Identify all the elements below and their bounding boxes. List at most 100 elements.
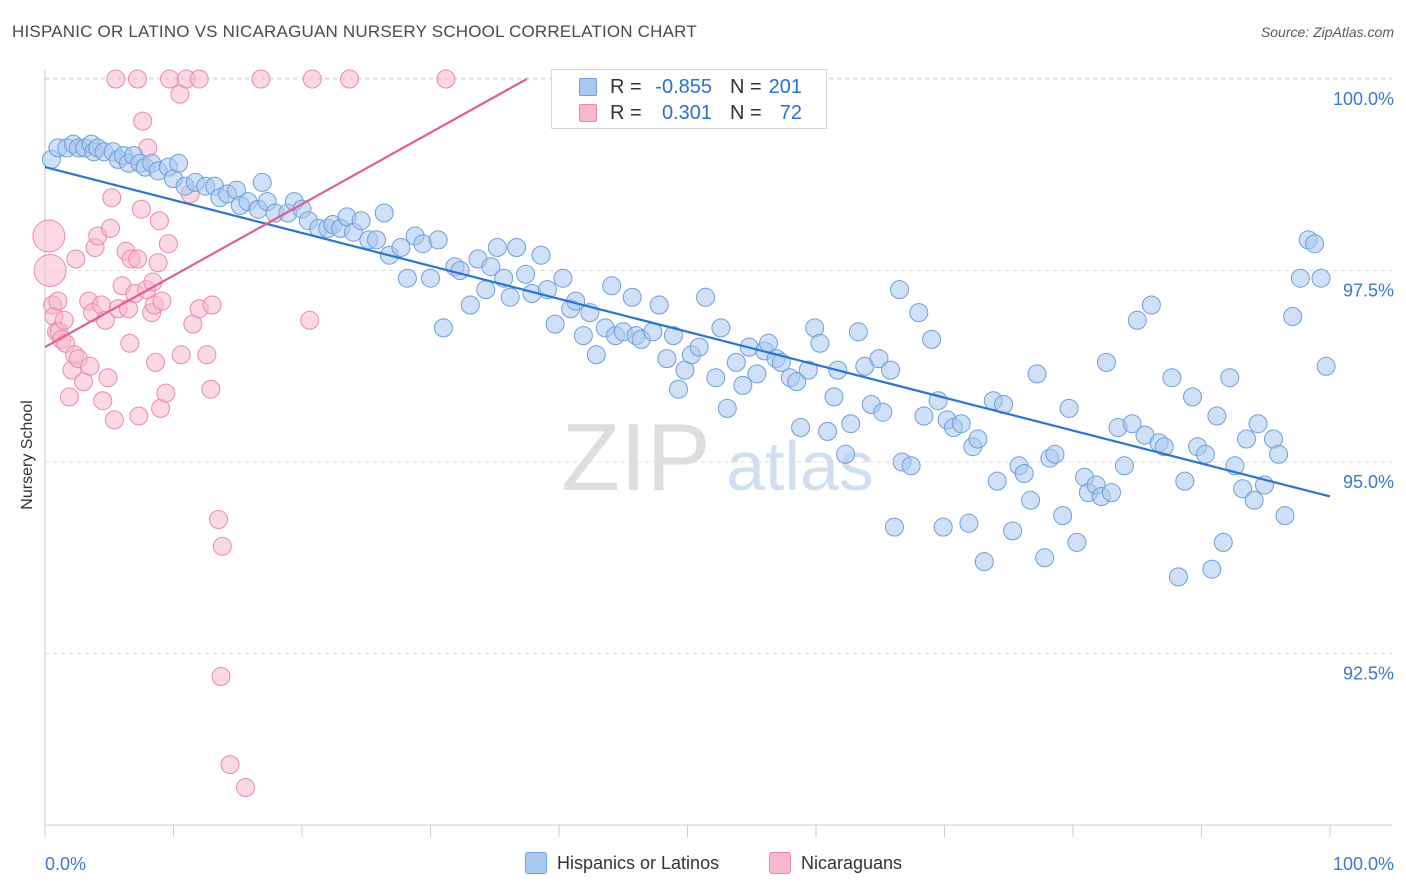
legend-swatch-pink <box>579 104 597 122</box>
hispanic-point <box>901 456 921 476</box>
hispanic-point <box>890 280 909 300</box>
hispanic-point <box>1045 444 1065 464</box>
hispanic-point <box>169 153 189 173</box>
hispanic-point <box>516 264 536 284</box>
hispanic-point <box>706 368 726 388</box>
nicaraguan-point <box>302 69 322 89</box>
nicaraguan-point <box>101 218 120 238</box>
nicaraguan-point <box>133 111 153 131</box>
hispanic-point <box>1195 444 1215 464</box>
y-tick-label: 95.0% <box>1343 472 1394 492</box>
hispanic-point <box>553 268 573 288</box>
nicaraguan-trendline <box>44 78 528 349</box>
legend-item-nicaraguan[interactable]: Nicaraguans <box>769 852 902 874</box>
hispanic-point <box>1067 532 1087 552</box>
hispanic-point <box>1244 490 1264 510</box>
hispanic-point <box>1162 368 1182 388</box>
hispanic-point <box>798 360 818 380</box>
hispanic-point <box>500 287 520 307</box>
hispanic-point <box>909 303 929 323</box>
hispanic-point <box>884 517 904 537</box>
nicaraguan-point <box>211 667 231 686</box>
hispanic-point <box>1141 295 1161 315</box>
legend-n-label: N = <box>730 102 762 124</box>
hispanic-point <box>428 230 448 250</box>
stats-legend-row-hispanic: R = -0.855 N = 201 <box>552 76 828 100</box>
legend-n-value: 201 <box>768 76 802 98</box>
series-legend: Hispanics or Latinos Nicaraguans <box>0 852 1406 876</box>
hispanic-point <box>1316 356 1336 376</box>
hispanic-point <box>1014 464 1034 483</box>
watermark-atlas: atlas <box>726 427 874 505</box>
hispanic-point <box>1175 471 1195 491</box>
hispanic-point <box>711 318 731 338</box>
legend-r-label: R = <box>610 76 642 98</box>
hispanic-point <box>914 406 934 426</box>
hispanic-point <box>1202 559 1222 579</box>
nicaraguan-point <box>59 387 79 407</box>
points-layer <box>32 69 1336 797</box>
legend-r-value: 0.301 <box>661 102 712 124</box>
nicaraguan-point <box>146 352 165 372</box>
hispanic-point <box>487 238 507 257</box>
watermark-zip: ZIP <box>561 404 710 511</box>
hispanic-point <box>602 276 622 296</box>
nicaraguan-point <box>220 755 240 775</box>
hispanic-point <box>933 517 953 537</box>
hispanic-point <box>968 429 988 449</box>
hispanic-point <box>573 326 593 346</box>
hispanic-point <box>1127 310 1147 330</box>
hispanic-point <box>1003 521 1023 541</box>
hispanic-point <box>1311 268 1331 288</box>
hispanic-point <box>545 314 565 334</box>
hispanic-point <box>1035 548 1055 568</box>
source-label: Source: ZipAtlas.com <box>1260 24 1394 40</box>
hispanic-point <box>1053 506 1073 526</box>
nicaraguan-point <box>66 249 86 269</box>
hispanic-point <box>649 295 669 315</box>
hispanic-point <box>1021 490 1041 510</box>
hispanic-point <box>1168 567 1188 587</box>
nicaraguan-point <box>158 234 178 254</box>
nicaraguan-point <box>189 69 209 89</box>
hispanic-point <box>810 333 830 353</box>
hispanic-point <box>391 238 411 257</box>
nicaraguan-point <box>212 536 232 556</box>
nicaraguan-point <box>48 291 68 311</box>
nicaraguan-point <box>129 406 149 426</box>
nicaraguan-point <box>104 410 124 430</box>
nicaraguan-point <box>300 310 320 330</box>
hispanic-point <box>1213 532 1233 552</box>
hispanic-point <box>717 398 737 418</box>
nicaraguan-point <box>340 69 359 89</box>
hispanic-point <box>1207 406 1227 426</box>
hispanic-point <box>1122 414 1142 434</box>
legend-item-hispanic[interactable]: Hispanics or Latinos <box>525 852 719 874</box>
hispanic-point <box>951 414 971 434</box>
hispanic-point <box>351 211 371 231</box>
hispanic-point <box>869 349 889 369</box>
nicaraguan-point <box>156 383 176 403</box>
hispanic-point <box>1233 479 1253 499</box>
nicaraguan-point <box>152 291 172 311</box>
nicaraguan-point <box>251 69 271 89</box>
legend-swatch-blue <box>525 852 547 874</box>
hispanic-trendline <box>44 166 1331 498</box>
hispanic-point <box>1154 437 1174 457</box>
hispanic-point <box>689 337 709 357</box>
nicaraguan-point <box>54 310 74 330</box>
hispanic-point <box>747 364 767 384</box>
nicaraguan-point <box>171 345 191 365</box>
nicaraguan-point <box>131 199 151 219</box>
nicaraguan-point <box>149 211 169 231</box>
nicaraguan-point <box>128 69 147 89</box>
stats-legend: R = -0.855 N = 201 R = 0.301 N = 72 <box>551 69 827 129</box>
grid-layer <box>45 77 1392 654</box>
y-tick-label: 92.5% <box>1343 664 1394 684</box>
hispanic-point <box>1096 352 1116 372</box>
hispanic-point <box>1102 483 1121 503</box>
nicaraguan-point <box>236 778 255 797</box>
nicaraguan-point <box>202 295 222 315</box>
x-tick-label-max: 100.0% <box>1333 854 1394 874</box>
nicaraguan-point <box>98 368 118 388</box>
